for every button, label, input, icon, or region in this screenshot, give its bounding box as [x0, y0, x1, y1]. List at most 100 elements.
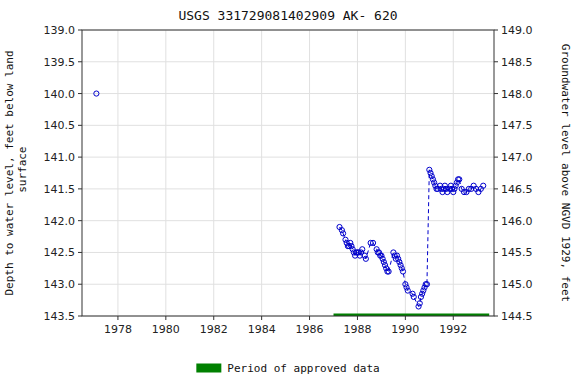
y2-tick-label: 147.0: [501, 151, 533, 164]
y2-tick-label: 149.0: [501, 24, 533, 37]
y-axis-label-line: Depth to water level, feet below land: [3, 50, 16, 295]
chart: 19781980198219841986198819901992139.0139…: [0, 0, 576, 384]
y2-tick-label: 146.0: [501, 215, 533, 228]
data-point: [339, 228, 344, 233]
data-point: [453, 183, 458, 188]
data-point: [396, 256, 401, 261]
y-tick: [78, 61, 82, 62]
x-grid-line: [165, 30, 166, 316]
y2-tick: [494, 30, 498, 31]
data-point: [398, 263, 403, 268]
y-tick: [78, 157, 82, 158]
y-tick-label: 143.0: [44, 278, 76, 291]
data-point: [430, 177, 435, 182]
y2-tick-label: 144.5: [501, 310, 533, 323]
data-point: [381, 259, 386, 264]
data-point: [416, 304, 421, 309]
y-tick-label: 141.0: [44, 151, 76, 164]
legend-label: Period of approved data: [227, 362, 379, 375]
data-point: [404, 285, 409, 290]
y-tick-label: 143.5: [44, 310, 76, 323]
data-point: [457, 177, 462, 182]
y2-tick: [494, 220, 498, 221]
y2-tick-label: 145.5: [501, 246, 533, 259]
y-tick: [78, 252, 82, 253]
y2-tick: [494, 252, 498, 253]
x-tick-label: 1988: [343, 323, 371, 336]
title: USGS 331729081402909 AK- 620: [178, 8, 397, 23]
y-axis-label: Depth to water level, feet below land su…: [3, 50, 29, 295]
data-point: [379, 253, 384, 258]
data-point: [362, 253, 367, 258]
y2-axis-label: Groundwater level above NGVD 1929, feet: [559, 44, 572, 302]
y-tick-label: 142.5: [44, 246, 76, 259]
data-point: [429, 174, 434, 179]
data-point: [417, 301, 422, 306]
y2-tick-label: 148.0: [501, 88, 533, 101]
data-point: [340, 231, 345, 236]
y-tick-label: 139.5: [44, 56, 76, 69]
data-point: [399, 266, 404, 271]
data-point: [411, 294, 416, 299]
x-grid-line: [213, 30, 214, 316]
y-tick-label: 141.5: [44, 183, 76, 196]
data-point: [432, 180, 437, 185]
y2-tick: [494, 125, 498, 126]
y-grid-line: [82, 61, 494, 62]
x-tick-label: 1992: [439, 323, 467, 336]
data-point: [420, 291, 425, 296]
x-tick-label: 1986: [296, 323, 324, 336]
x-tick-label: 1978: [104, 323, 132, 336]
y2-tick-label: 147.5: [501, 119, 533, 132]
x-tick: [165, 316, 166, 320]
data-point: [94, 91, 99, 96]
x-tick: [405, 316, 406, 320]
x-grid-line: [261, 30, 262, 316]
data-point: [400, 269, 405, 274]
x-tick: [309, 316, 310, 320]
y-tick: [78, 316, 82, 317]
y-grid-line: [82, 188, 494, 189]
data-point: [370, 240, 375, 245]
x-tick: [261, 316, 262, 320]
y-grid-line: [82, 284, 494, 285]
data-area: [94, 91, 489, 316]
data-point: [410, 291, 415, 296]
data-point: [360, 247, 365, 252]
x-grid-line: [309, 30, 310, 316]
y-tick-label: 139.0: [44, 24, 76, 37]
data-point: [380, 256, 385, 261]
data-point: [424, 282, 429, 287]
data-point: [382, 263, 387, 268]
x-tick-label: 1980: [152, 323, 180, 336]
y2-tick-label: 146.5: [501, 183, 533, 196]
data-point: [403, 282, 408, 287]
data-point: [452, 186, 457, 191]
x-tick: [117, 316, 118, 320]
y2-tick-label: 145.0: [501, 278, 533, 291]
x-grid-line: [453, 30, 454, 316]
data-point: [405, 288, 410, 293]
y-tick: [78, 220, 82, 221]
y-grid-line: [82, 157, 494, 158]
y-grid-line: [82, 125, 494, 126]
data-point: [386, 269, 391, 274]
y2-tick: [494, 188, 498, 189]
x-tick: [357, 316, 358, 320]
y2-tick: [494, 316, 498, 317]
data-point: [363, 256, 368, 261]
y2-tick-label: 148.5: [501, 56, 533, 69]
axes: 19781980198219841986198819901992139.0139…: [44, 24, 533, 336]
grid: [82, 30, 494, 316]
data-point: [418, 294, 423, 299]
x-tick: [213, 316, 214, 320]
data-point: [442, 183, 447, 188]
background: [0, 0, 576, 384]
y2-tick: [494, 61, 498, 62]
data-point: [394, 253, 399, 258]
y2-tick: [494, 157, 498, 158]
series-line: [340, 170, 484, 307]
data-point: [343, 237, 348, 242]
y-tick: [78, 125, 82, 126]
x-grid-line: [117, 30, 118, 316]
